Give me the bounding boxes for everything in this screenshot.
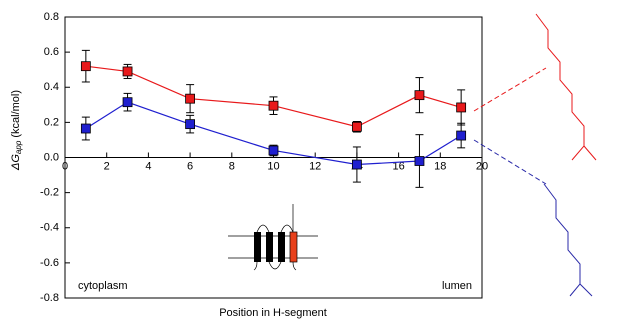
- annotation: cytoplasm: [78, 280, 128, 292]
- x-axis-label: Position in H-segment: [219, 307, 327, 319]
- topology-inset: [228, 204, 318, 271]
- marker: [456, 130, 467, 141]
- y-tick-label: 0.4: [44, 81, 59, 93]
- marker: [268, 100, 279, 111]
- marker: [185, 119, 196, 130]
- marker: [351, 121, 362, 132]
- y-tick-label: 0.2: [44, 116, 59, 128]
- marker: [414, 156, 425, 166]
- x-tick-label: 6: [187, 160, 193, 172]
- marker: [268, 145, 279, 156]
- marker: [80, 123, 91, 134]
- x-tick-label: 10: [267, 160, 279, 172]
- y-tick-label: 0.6: [44, 46, 59, 58]
- x-tick-label: 8: [229, 160, 235, 172]
- marker: [122, 97, 133, 108]
- y-tick-label: -0.2: [40, 187, 59, 199]
- marker: [456, 102, 467, 113]
- molecule-blue: [473, 139, 593, 297]
- y-tick-label: 0.8: [44, 11, 59, 23]
- x-tick-label: 4: [145, 160, 151, 172]
- marker: [80, 61, 91, 72]
- x-tick-label: 18: [434, 160, 446, 172]
- marker: [414, 90, 425, 101]
- x-tick-label: 20: [476, 160, 488, 172]
- annotation: lumen: [442, 280, 472, 292]
- y-label-main: ΔG: [10, 154, 22, 171]
- y-label-unit: (kcal/mol): [10, 90, 22, 138]
- y-tick-label: -0.8: [40, 292, 59, 304]
- y-tick-label: 0.0: [44, 151, 59, 163]
- y-axis-label: ΔGapp (kcal/mol): [10, 90, 23, 171]
- x-tick-label: 0: [62, 160, 68, 172]
- y-tick-label: -0.4: [40, 222, 59, 234]
- marker: [122, 66, 133, 77]
- x-tick-label: 12: [309, 160, 321, 172]
- molecule-red: [473, 13, 597, 161]
- x-tick-label: 2: [104, 160, 110, 172]
- marker: [351, 159, 362, 170]
- marker: [185, 93, 196, 104]
- y-tick-label: -0.6: [40, 257, 59, 269]
- x-tick-label: 16: [392, 160, 404, 172]
- y-label-sub: app: [14, 140, 23, 154]
